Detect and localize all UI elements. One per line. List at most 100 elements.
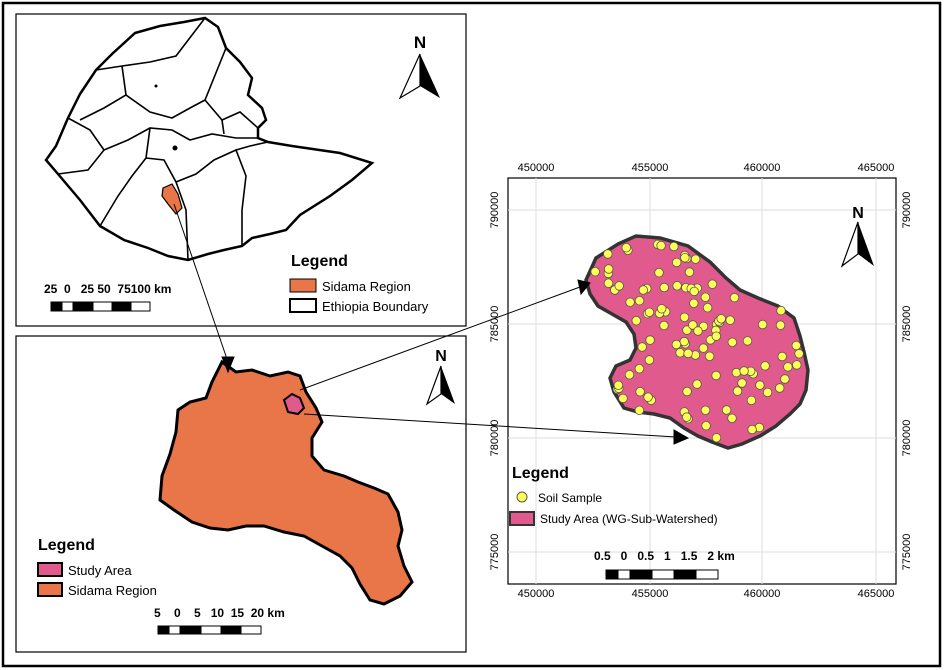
soil-sample-point xyxy=(614,281,624,291)
soil-sample-point xyxy=(671,339,682,350)
soil-sample-point xyxy=(631,316,642,326)
x-tick-bottom: 450000 xyxy=(518,588,555,600)
soil-sample-point xyxy=(721,405,732,415)
soil-sample-point xyxy=(742,336,753,346)
soil-sample-point xyxy=(689,298,699,309)
enclave-dot xyxy=(154,84,158,88)
scale-labels: 25 0 25 50 75100 km xyxy=(44,282,171,296)
arrowhead xyxy=(673,429,690,445)
soil-sample-point xyxy=(775,320,786,330)
soil-sample-point xyxy=(698,343,709,353)
soil-sample-point xyxy=(762,387,773,398)
soil-sample-point xyxy=(725,315,735,325)
soil-sample-point xyxy=(672,281,682,291)
connector-sidama-to-watershed-bottom xyxy=(303,413,677,438)
x-tick-bottom: 460000 xyxy=(744,588,781,600)
soil-sample-point xyxy=(732,386,743,396)
soil-sample-point xyxy=(729,292,740,303)
soil-sample-point xyxy=(656,240,666,251)
legend-swatch-boundary xyxy=(289,298,317,313)
connector-sidama-to-watershed-top xyxy=(299,286,581,391)
soil-sample-point xyxy=(707,279,718,289)
soil-sample-point xyxy=(634,296,645,306)
soil-sample-point xyxy=(634,405,645,416)
connector-arrows xyxy=(173,203,690,445)
north-arrow-sidama: N xyxy=(425,348,455,406)
legend-label-boundary: Ethiopia Boundary xyxy=(322,299,429,314)
y-tick-left: 790000 xyxy=(489,192,501,229)
soil-sample-point xyxy=(711,433,722,443)
soil-sample-point xyxy=(711,370,721,381)
soil-sample-point xyxy=(603,249,613,259)
soil-sample-point xyxy=(637,342,647,352)
soil-sample-point xyxy=(746,395,757,406)
scale-labels: 0.5 0 0.5 1 1.5 2 km xyxy=(594,549,735,563)
soil-sample-point xyxy=(704,351,715,362)
soil-sample-point xyxy=(700,405,711,416)
x-tick-top: 450000 xyxy=(518,162,555,174)
arrowhead xyxy=(577,279,591,296)
soil-sample-point xyxy=(604,264,614,274)
watershed-panel: 450000 455000 460000 465000 450000 45500… xyxy=(489,162,913,600)
north-arrow-watershed: N xyxy=(840,205,874,268)
legend-swatch-sidama xyxy=(289,278,317,293)
soil-sample-point xyxy=(643,392,653,402)
ethiopia-boundary xyxy=(44,16,375,262)
soil-sample-point xyxy=(675,348,685,358)
y-tick-left: 785000 xyxy=(489,306,501,343)
soil-sample-point xyxy=(638,285,649,295)
regional-borders xyxy=(57,17,269,261)
soil-sample-point xyxy=(644,355,655,365)
soil-sample-point xyxy=(747,424,757,435)
soil-sample-point xyxy=(757,319,768,330)
soil-sample-point xyxy=(689,286,699,297)
soil-sample-point xyxy=(669,241,679,252)
study-area-sidama xyxy=(282,392,306,416)
soil-sample-point xyxy=(644,307,655,318)
legend-label-study-area: Study Area (WG-Sub-Watershed) xyxy=(540,512,718,526)
soil-sample-point xyxy=(618,393,628,404)
soil-sample-point xyxy=(727,413,737,424)
y-tick-right: 775000 xyxy=(901,534,913,571)
soil-sample-point xyxy=(791,340,802,351)
soil-sample-point xyxy=(683,348,693,359)
legend-title: Legend xyxy=(512,465,569,482)
y-tick-left: 780000 xyxy=(489,420,501,457)
soil-sample-point xyxy=(690,254,701,264)
soil-sample-point xyxy=(794,349,804,359)
north-label: N xyxy=(414,33,426,52)
legend-title: Legend xyxy=(38,537,95,554)
soil-sample-point xyxy=(780,374,790,384)
north-arrow-ethiopia: N xyxy=(398,33,440,100)
soil-sample-point xyxy=(624,370,635,380)
x-tick-top: 465000 xyxy=(858,162,895,174)
ethiopia-panel: N Legend Sidama Region Ethiopia Boundary… xyxy=(15,13,467,327)
y-tick-right: 780000 xyxy=(901,420,913,457)
soil-sample-point xyxy=(731,367,742,378)
soil-sample-point xyxy=(634,364,645,374)
x-tick-bottom: 465000 xyxy=(858,588,895,600)
scale-bar-sidama xyxy=(157,625,262,635)
y-tick-right: 790000 xyxy=(901,192,913,229)
soil-sample-point xyxy=(625,297,635,308)
legend-swatch-study-area xyxy=(509,511,535,526)
scale-labels: 5 0 5 10 15 20 km xyxy=(154,606,285,620)
scale-bar-watershed xyxy=(605,569,719,580)
sidama-region xyxy=(158,359,414,606)
soil-sample-point xyxy=(603,278,614,288)
soil-sample-point xyxy=(688,320,698,330)
connector-ethiopia-to-sidama xyxy=(173,203,229,363)
soil-sample-point xyxy=(659,320,669,331)
soil-sample-point xyxy=(701,421,711,431)
soil-sample-point xyxy=(679,336,689,347)
legend-title: Legend xyxy=(291,253,348,270)
soil-sample-point xyxy=(682,386,692,397)
scale-bar-ethiopia xyxy=(50,301,151,312)
x-tick-top: 460000 xyxy=(744,162,781,174)
y-tick-left: 775000 xyxy=(489,534,501,571)
arrowhead xyxy=(221,356,235,374)
legend-label-soil-sample: Soil Sample xyxy=(538,491,602,505)
x-tick-top: 455000 xyxy=(632,162,669,174)
soil-sample-point xyxy=(776,305,786,316)
